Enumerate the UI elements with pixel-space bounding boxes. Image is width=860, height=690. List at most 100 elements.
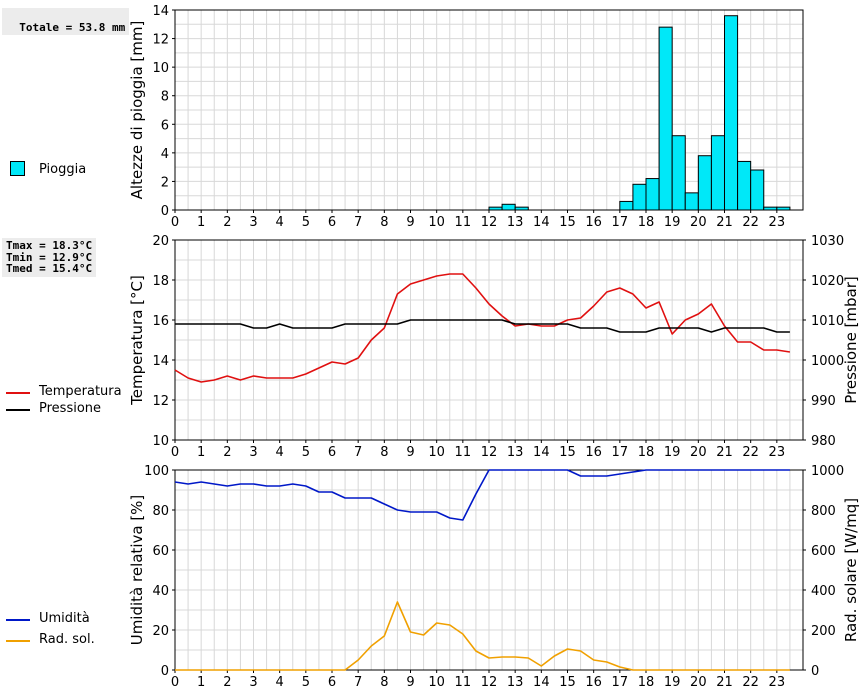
legend-pressione-label: Pressione [39, 401, 102, 416]
x-tick-label: 4 [276, 675, 284, 690]
rain-bar [684, 192, 699, 211]
legend-pressione-line [6, 409, 30, 411]
temperature-pressure-chart-panel: 0 1 2 3 4 5 6 7 8 9 10 11 12 13 14 15 16 17 18 19 20 21 22 2310… [128, 234, 860, 460]
rain-bar [671, 135, 686, 211]
legend-temperatura-label: Temperatura [39, 384, 122, 399]
series-line-umidit- [174, 469, 790, 521]
x-tick-label: 13 [507, 215, 524, 230]
x-tick-label: 3 [249, 215, 257, 230]
y2-tick-label: 800 [811, 504, 836, 519]
y-tick-label: 8 [161, 90, 169, 105]
x-tick-label: 12 [481, 215, 498, 230]
y2-tick-label: 1030 [811, 234, 844, 249]
x-tick-label: 1 [197, 445, 205, 460]
legend-pressione: Pressione [6, 401, 126, 419]
legend-pioggia-label: Pioggia [39, 162, 87, 177]
y-tick-label: 60 [152, 544, 169, 559]
y-tick-label: 18 [152, 274, 169, 289]
y2-tick-label: 1000 [811, 354, 844, 369]
x-tick-label: 22 [742, 445, 759, 460]
tmed-label: Tmed = 15.4°C [6, 262, 93, 275]
x-tick-label: 6 [328, 675, 336, 690]
y-tick-label: 12 [152, 394, 169, 409]
y-tick-label: 14 [152, 4, 169, 19]
x-tick-label: 6 [328, 215, 336, 230]
series-line-temperatura [174, 273, 791, 383]
x-tick-label: 23 [769, 215, 786, 230]
y-tick-label: 6 [161, 118, 169, 133]
x-tick-label: 18 [638, 445, 655, 460]
x-tick-label: 6 [328, 445, 336, 460]
legend-radsol: Rad. sol. [6, 632, 126, 650]
series-line-rad-sol- [175, 601, 790, 671]
x-tick-label: 2 [223, 215, 231, 230]
x-tick-label: 2 [223, 445, 231, 460]
y-tick-label: 12 [152, 33, 169, 48]
y2-tick-label: 400 [811, 584, 836, 599]
legend-pioggia-swatch [10, 161, 25, 176]
x-tick-label: 19 [664, 675, 681, 690]
x-tick-label: 10 [428, 445, 445, 460]
x-tick-label: 4 [276, 445, 284, 460]
x-tick-label: 7 [354, 215, 362, 230]
rain-bar [697, 155, 712, 211]
legend-umidita: Umidità [6, 611, 126, 629]
rain-bar [710, 135, 726, 211]
x-tick-label: 13 [507, 445, 524, 460]
x-tick-label: 16 [585, 675, 602, 690]
y-axis-label: Temperatura [°C] [128, 275, 146, 406]
y2-tick-label: 0 [811, 664, 819, 679]
y2-tick-label: 1000 [811, 464, 844, 479]
x-tick-label: 11 [455, 675, 472, 690]
x-tick-label: 18 [638, 215, 655, 230]
y-tick-label: 4 [161, 147, 169, 162]
y2-tick-label: 1010 [811, 314, 844, 329]
rain-bar [501, 203, 516, 211]
x-tick-label: 3 [249, 675, 257, 690]
y-tick-label: 10 [152, 61, 169, 76]
y-tick-label: 10 [152, 434, 169, 449]
x-tick-label: 21 [716, 445, 733, 460]
x-tick-label: 14 [533, 215, 550, 230]
legend-pioggia: Pioggia [10, 160, 120, 180]
rain-bar [619, 200, 634, 211]
x-tick-label: 11 [455, 445, 472, 460]
rain-bar [750, 169, 765, 211]
x-tick-label: 1 [197, 675, 205, 690]
series-line-pressione [175, 319, 790, 333]
x-tick-label: 1 [197, 215, 205, 230]
legend-temperatura: Temperatura [6, 384, 126, 402]
x-tick-label: 10 [428, 215, 445, 230]
y2-axis-label: Rad. solare [W/mq] [842, 498, 860, 642]
y2-axis-label: Pressione [mbar] [842, 276, 860, 404]
x-tick-label: 8 [380, 675, 388, 690]
x-tick-label: 16 [585, 445, 602, 460]
y2-tick-label: 980 [811, 434, 836, 449]
rain-total-label: Totale = 53.8 mm [19, 20, 126, 34]
x-tick-label: 20 [690, 445, 707, 460]
x-tick-label: 15 [559, 675, 576, 690]
x-tick-label: 8 [380, 445, 388, 460]
legend-radsol-line [6, 640, 30, 642]
x-tick-label: 0 [171, 675, 179, 690]
y-axis-label: Umidità relativa [%] [128, 495, 146, 646]
legend-radsol-label: Rad. sol. [39, 632, 95, 647]
y-tick-label: 14 [152, 354, 169, 369]
rain-total-box: Totale = 53.8 mm [2, 8, 130, 35]
rain-bar [658, 26, 673, 211]
rain-bar [632, 183, 647, 211]
x-tick-label: 10 [428, 675, 445, 690]
x-tick-label: 0 [171, 215, 179, 230]
x-tick-label: 21 [716, 675, 733, 690]
x-tick-label: 20 [690, 675, 707, 690]
x-tick-label: 8 [380, 215, 388, 230]
x-tick-label: 18 [638, 675, 655, 690]
x-tick-label: 2 [223, 675, 231, 690]
tmax-label: Tmax = 18.3°C [6, 239, 93, 252]
x-tick-label: 5 [302, 215, 310, 230]
x-tick-label: 4 [276, 215, 284, 230]
y-tick-label: 20 [152, 624, 169, 639]
x-tick-label: 0 [171, 445, 179, 460]
x-tick-label: 20 [690, 215, 707, 230]
